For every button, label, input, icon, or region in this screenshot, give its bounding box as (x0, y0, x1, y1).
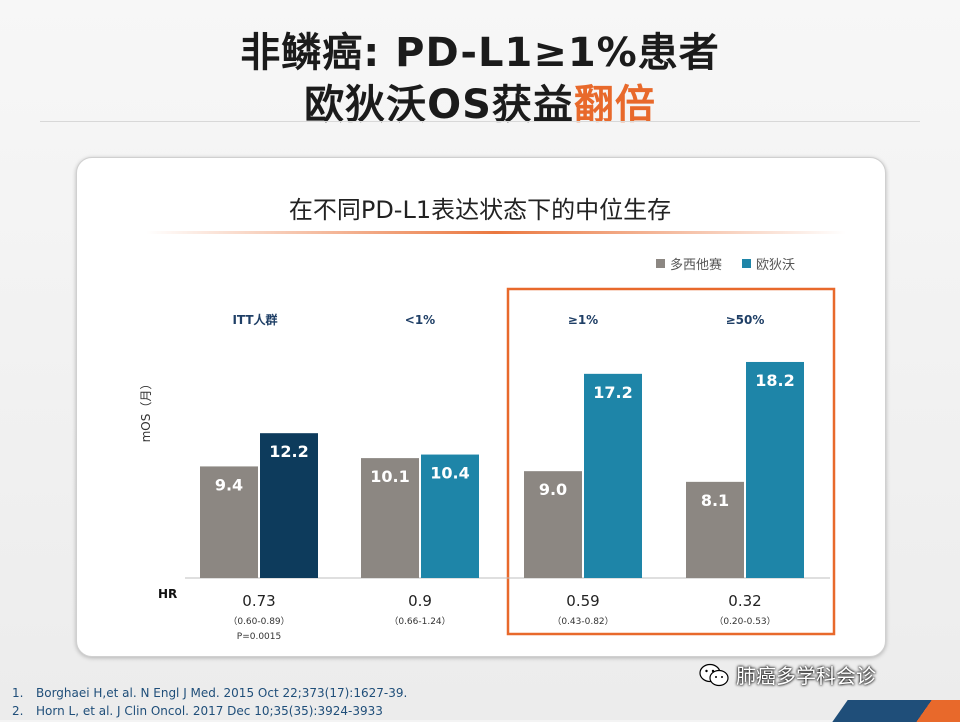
reference-number: 2. (12, 704, 24, 718)
slide-title-line2: 欧狄沃OS获益翻倍 (0, 72, 960, 130)
chart-title-divider (146, 231, 846, 234)
legend-swatch-docetaxel (656, 259, 665, 268)
chart-legend: 多西他赛 欧狄沃 (656, 254, 795, 273)
legend-item-docetaxel: 多西他赛 (656, 254, 722, 273)
corner-decoration (832, 700, 960, 722)
legend-swatch-opdivo (742, 259, 752, 268)
reference-number: 1. (12, 686, 24, 700)
wechat-icon (699, 663, 729, 686)
slide-title-line1: 非鳞癌: PD-L1≥1%患者 (240, 30, 720, 76)
title-prefix: 欧狄沃OS获益 (304, 82, 574, 128)
reference-item: 1. Borghaei H,et al. N Engl J Med. 2015 O… (12, 684, 407, 702)
legend-label-docetaxel: 多西他赛 (670, 258, 723, 273)
legend-label-opdivo: 欧狄沃 (756, 258, 796, 273)
references: 1. Borghaei H,et al. N Engl J Med. 2015 O… (12, 684, 407, 720)
watermark-text: 肺癌多学科会诊 (736, 664, 876, 688)
legend-item-opdivo: 欧狄沃 (742, 254, 795, 273)
chart-title: 在不同PD-L1表达状态下的中位生存 (288, 196, 672, 224)
reference-text: Horn L, et al. J Clin Oncol. 2017 Dec 10… (36, 704, 383, 718)
title-divider (40, 121, 920, 122)
watermark: 肺癌多学科会诊 (698, 660, 876, 689)
reference-text: Borghaei H,et al. N Engl J Med. 2015 Oct… (36, 686, 408, 700)
reference-item: 2. Horn L, et al. J Clin Oncol. 2017 Dec … (12, 702, 407, 720)
title-emphasis: 翻倍 (573, 82, 656, 128)
